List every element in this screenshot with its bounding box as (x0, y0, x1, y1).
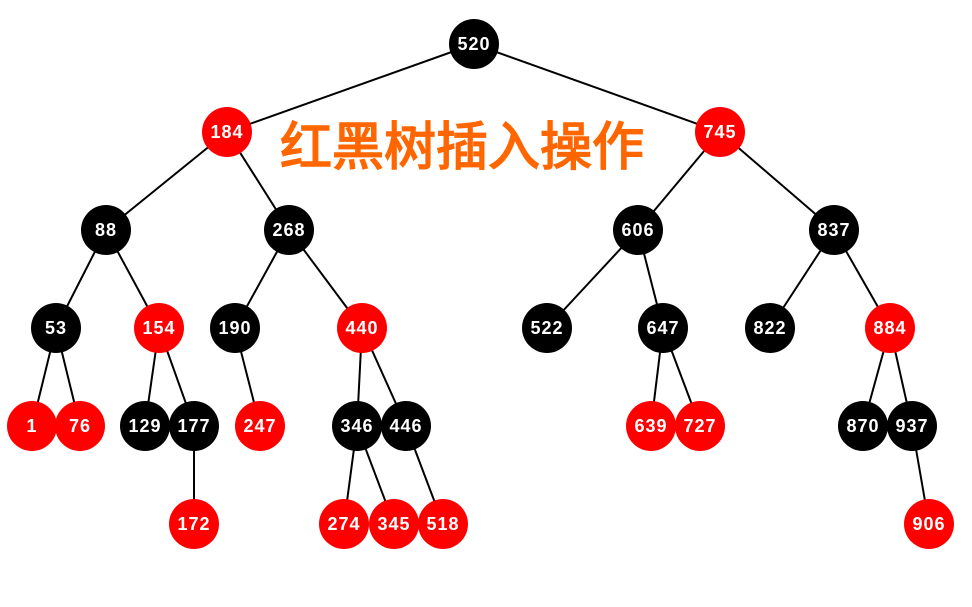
tree-node: 884 (865, 303, 915, 353)
tree-node: 446 (381, 401, 431, 451)
diagram-title: 红黑树插入操作 (280, 105, 644, 180)
tree-node: 822 (745, 303, 795, 353)
tree-node: 346 (332, 401, 382, 451)
tree-node: 190 (210, 303, 260, 353)
tree-node: 522 (522, 303, 572, 353)
tree-node: 1 (7, 401, 57, 451)
tree-node: 53 (31, 303, 81, 353)
tree-node: 837 (809, 205, 859, 255)
tree-node: 76 (55, 401, 105, 451)
tree-node: 518 (418, 499, 468, 549)
tree-node: 154 (134, 303, 184, 353)
tree-node: 440 (337, 303, 387, 353)
edge-layer (0, 0, 972, 607)
tree-node: 727 (675, 401, 725, 451)
tree-node: 745 (695, 107, 745, 157)
tree-node: 88 (81, 205, 131, 255)
tree-node: 177 (169, 401, 219, 451)
tree-node: 870 (838, 401, 888, 451)
tree-node: 129 (120, 401, 170, 451)
tree-node: 274 (319, 499, 369, 549)
tree-node: 172 (169, 499, 219, 549)
tree-node: 268 (264, 205, 314, 255)
tree-node: 520 (449, 19, 499, 69)
tree-node: 184 (202, 107, 252, 157)
tree-node: 606 (613, 205, 663, 255)
tree-node: 647 (638, 303, 688, 353)
tree-node: 937 (887, 401, 937, 451)
tree-node: 639 (626, 401, 676, 451)
tree-node: 345 (369, 499, 419, 549)
tree-canvas: 红黑树插入操作 520 184 745 88 268 606 837 53 154 190 440 5… (0, 0, 972, 607)
tree-node: 906 (904, 499, 954, 549)
tree-node: 247 (235, 401, 285, 451)
